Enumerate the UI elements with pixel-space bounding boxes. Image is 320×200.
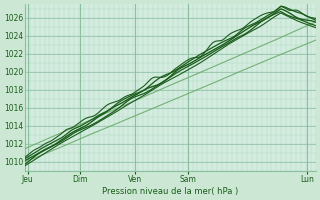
X-axis label: Pression niveau de la mer( hPa ): Pression niveau de la mer( hPa ) (102, 187, 238, 196)
